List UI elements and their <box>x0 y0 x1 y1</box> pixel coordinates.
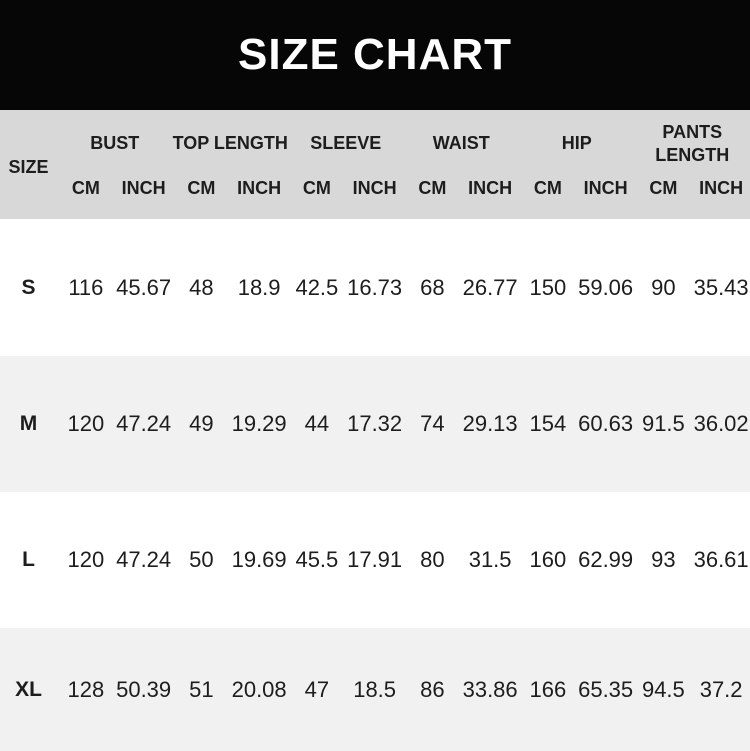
table-row-l: L 120 47.24 50 19.69 45.5 17.91 80 31.5 … <box>0 492 750 628</box>
unit-header-hip-cm: CM <box>519 172 577 219</box>
table-cell: 42.5 <box>288 219 346 356</box>
unit-header-top-length-cm: CM <box>173 172 231 219</box>
table-cell: 128 <box>57 628 115 751</box>
table-cell: 35.43 <box>692 219 750 356</box>
title-bar: SIZE CHART <box>0 0 750 110</box>
table-cell: 17.91 <box>346 492 404 628</box>
table-cell: 59.06 <box>577 219 635 356</box>
table-cell: 47.24 <box>115 356 173 492</box>
unit-header-sleeve-cm: CM <box>288 172 346 219</box>
table-cell: 18.5 <box>346 628 404 751</box>
table-cell: 36.02 <box>692 356 750 492</box>
table-cell: 45.67 <box>115 219 173 356</box>
table-cell: 47.24 <box>115 492 173 628</box>
unit-header-sleeve-inch: INCH <box>346 172 404 219</box>
table-cell: 31.5 <box>461 492 519 628</box>
table-cell: 49 <box>173 356 231 492</box>
table-cell: 93 <box>635 492 693 628</box>
table-cell: 150 <box>519 219 577 356</box>
table-cell: 120 <box>57 492 115 628</box>
table-cell: 68 <box>404 219 462 356</box>
unit-header-waist-inch: INCH <box>461 172 519 219</box>
col-header-waist: WAIST <box>404 110 520 172</box>
table-cell: 19.29 <box>230 356 288 492</box>
group-header-row: SIZE BUST TOP LENGTH SLEEVE WAIST HIP PA… <box>0 110 750 172</box>
table-cell: 48 <box>173 219 231 356</box>
table-cell: 45.5 <box>288 492 346 628</box>
table-cell: 116 <box>57 219 115 356</box>
col-header-bust: BUST <box>57 110 173 172</box>
col-header-pants-length: PANTS LENGTH <box>635 110 750 172</box>
table-cell: 166 <box>519 628 577 751</box>
table-body: S 116 45.67 48 18.9 42.5 16.73 68 26.77 … <box>0 219 750 751</box>
table-cell: 50 <box>173 492 231 628</box>
size-chart-table: SIZE BUST TOP LENGTH SLEEVE WAIST HIP PA… <box>0 110 750 751</box>
table-cell: 51 <box>173 628 231 751</box>
table-cell: 37.2 <box>692 628 750 751</box>
unit-header-pants-inch: INCH <box>692 172 750 219</box>
col-header-pants-length-label: PANTS LENGTH <box>652 121 732 166</box>
col-header-size: SIZE <box>0 110 57 219</box>
unit-header-waist-cm: CM <box>404 172 462 219</box>
size-label: M <box>0 356 57 492</box>
table-cell: 60.63 <box>577 356 635 492</box>
table-cell: 94.5 <box>635 628 693 751</box>
unit-header-row: CM INCH CM INCH CM INCH CM INCH CM INCH … <box>0 172 750 219</box>
col-header-hip: HIP <box>519 110 635 172</box>
table-cell: 19.69 <box>230 492 288 628</box>
table-row-s: S 116 45.67 48 18.9 42.5 16.73 68 26.77 … <box>0 219 750 356</box>
col-header-sleeve: SLEEVE <box>288 110 404 172</box>
table-cell: 65.35 <box>577 628 635 751</box>
table-cell: 160 <box>519 492 577 628</box>
unit-header-hip-inch: INCH <box>577 172 635 219</box>
table-cell: 17.32 <box>346 356 404 492</box>
unit-header-top-length-inch: INCH <box>230 172 288 219</box>
table-cell: 90 <box>635 219 693 356</box>
table-row-m: M 120 47.24 49 19.29 44 17.32 74 29.13 1… <box>0 356 750 492</box>
size-label: S <box>0 219 57 356</box>
table-cell: 29.13 <box>461 356 519 492</box>
table-cell: 47 <box>288 628 346 751</box>
table-cell: 120 <box>57 356 115 492</box>
size-label: L <box>0 492 57 628</box>
col-header-top-length: TOP LENGTH <box>173 110 289 172</box>
table-row-xl: XL 128 50.39 51 20.08 47 18.5 86 33.86 1… <box>0 628 750 751</box>
table-cell: 62.99 <box>577 492 635 628</box>
unit-header-bust-cm: CM <box>57 172 115 219</box>
table-cell: 80 <box>404 492 462 628</box>
table-cell: 20.08 <box>230 628 288 751</box>
table-cell: 154 <box>519 356 577 492</box>
table-cell: 44 <box>288 356 346 492</box>
table-cell: 74 <box>404 356 462 492</box>
table-cell: 91.5 <box>635 356 693 492</box>
table-cell: 50.39 <box>115 628 173 751</box>
table-cell: 26.77 <box>461 219 519 356</box>
table-cell: 18.9 <box>230 219 288 356</box>
table-cell: 86 <box>404 628 462 751</box>
page-title: SIZE CHART <box>238 30 512 80</box>
unit-header-bust-inch: INCH <box>115 172 173 219</box>
table-cell: 33.86 <box>461 628 519 751</box>
size-label: XL <box>0 628 57 751</box>
table-cell: 16.73 <box>346 219 404 356</box>
table-cell: 36.61 <box>692 492 750 628</box>
unit-header-pants-cm: CM <box>635 172 693 219</box>
table-header: SIZE BUST TOP LENGTH SLEEVE WAIST HIP PA… <box>0 110 750 219</box>
